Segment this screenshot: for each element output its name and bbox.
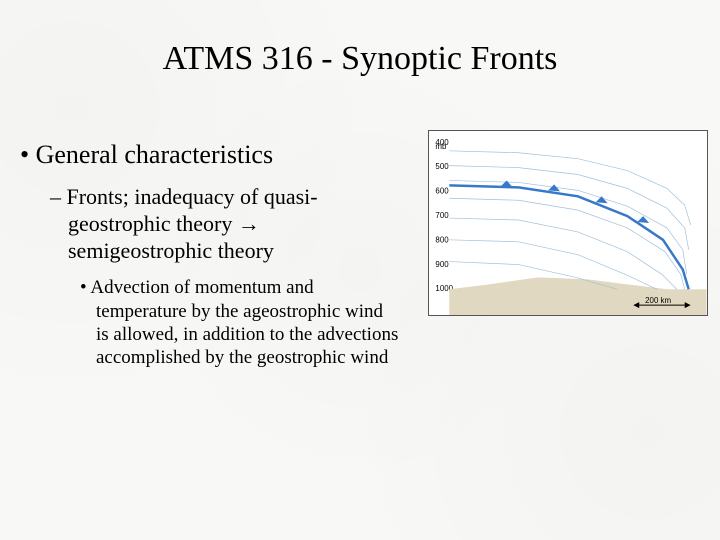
bullet-level-2: Fronts; inadequacy of quasi-geostrophic … xyxy=(50,184,400,264)
slide-title: ATMS 316 - Synoptic Fronts xyxy=(0,40,720,78)
svg-text:200 km: 200 km xyxy=(645,296,671,305)
svg-text:mb: mb xyxy=(435,142,447,151)
svg-text:800: 800 xyxy=(435,235,449,244)
bullet-level-3: Advection of momentum and temperature by… xyxy=(80,276,400,369)
content-block: General characteristics Fronts; inadequa… xyxy=(20,140,400,369)
svg-text:900: 900 xyxy=(435,260,449,269)
svg-text:600: 600 xyxy=(435,187,449,196)
svg-text:700: 700 xyxy=(435,211,449,220)
chart-svg: 4005006007008009001000mb200 km xyxy=(429,131,707,315)
cross-section-chart: 4005006007008009001000mb200 km xyxy=(428,130,708,316)
svg-text:500: 500 xyxy=(435,162,449,171)
bullet-level-1: General characteristics xyxy=(20,140,400,170)
